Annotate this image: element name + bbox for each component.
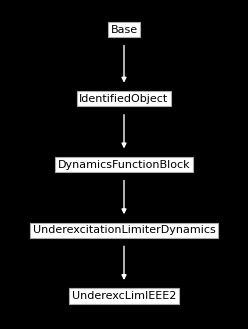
Text: UnderexcitationLimiterDynamics: UnderexcitationLimiterDynamics	[33, 225, 215, 235]
Text: DynamicsFunctionBlock: DynamicsFunctionBlock	[58, 160, 190, 169]
Text: UnderexcLimIEEE2: UnderexcLimIEEE2	[72, 291, 176, 301]
Text: IdentifiedObject: IdentifiedObject	[79, 94, 169, 104]
Text: Base: Base	[110, 25, 138, 35]
